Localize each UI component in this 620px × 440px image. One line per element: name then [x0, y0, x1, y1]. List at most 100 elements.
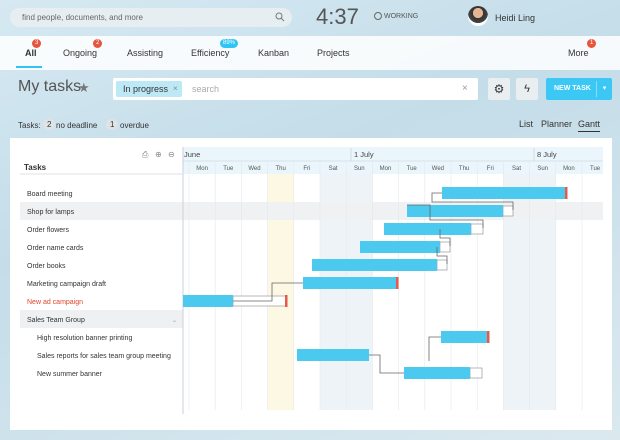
counter-label[interactable]: overdue — [120, 121, 149, 130]
task-bar[interactable] — [441, 331, 489, 343]
flash-button[interactable]: ϟ — [516, 78, 538, 100]
list-tool[interactable]: ⊕ — [155, 150, 162, 159]
day-label: Sat — [512, 166, 521, 172]
task-bar[interactable] — [404, 367, 470, 379]
tab[interactable]: Projects — [317, 48, 350, 58]
task-bar[interactable] — [360, 241, 440, 253]
day-label: Wed — [432, 166, 444, 172]
clock: 4:37 — [316, 4, 359, 29]
task-name[interactable]: High resolution banner printing — [37, 335, 132, 342]
dependency-link — [369, 354, 404, 374]
bar-remainder — [469, 367, 483, 379]
dependency-link — [436, 247, 448, 264]
month-label: June — [184, 150, 200, 159]
task-name[interactable]: Order books — [27, 263, 66, 270]
dependency-link — [431, 192, 514, 210]
page-title: My tasks — [18, 78, 82, 95]
selected-row — [20, 202, 603, 220]
deadline-marker — [565, 187, 568, 199]
group-row — [20, 310, 183, 328]
new-task-dropdown[interactable]: ▾ — [596, 81, 612, 97]
bar-remainder — [470, 223, 484, 235]
tab[interactable]: Efficiency — [191, 48, 230, 58]
task-bar[interactable] — [183, 295, 233, 307]
bar-remainder — [439, 241, 451, 253]
day-label: Fri — [487, 166, 494, 172]
dependency-link — [439, 229, 451, 246]
filter-clear[interactable]: × — [462, 83, 468, 94]
month-label: 8 July — [537, 150, 557, 159]
counter-label[interactable]: no deadline — [56, 121, 98, 130]
deadline-marker — [487, 331, 490, 343]
tab[interactable]: Kanban — [258, 48, 290, 58]
filter-chip[interactable]: In progress — [123, 84, 169, 94]
task-name[interactable]: Sales Team Group — [27, 317, 85, 324]
search-placeholder: find people, documents, and more — [22, 13, 143, 22]
deadline-marker — [285, 295, 288, 307]
tab-badge: 3 — [32, 39, 42, 48]
task-name[interactable]: Order name cards — [27, 245, 84, 252]
filter-search[interactable]: search — [192, 84, 220, 94]
filter-box[interactable] — [113, 78, 478, 100]
task-name[interactable]: New ad campaign — [27, 299, 83, 306]
task-name[interactable]: Order flowers — [27, 227, 70, 234]
task-name[interactable]: Shop for lamps — [27, 209, 75, 216]
group-toggle: ⌄ — [172, 318, 177, 324]
dependency-link — [428, 336, 441, 361]
new-task-label[interactable]: NEW TASK — [554, 85, 591, 92]
view-switch[interactable]: Gantt — [578, 119, 601, 132]
list-tool[interactable]: ⊖ — [168, 150, 175, 159]
task-bar[interactable] — [407, 205, 503, 217]
view-switch[interactable]: List — [519, 119, 534, 129]
view-switch[interactable]: Planner — [541, 119, 573, 129]
day-label: Tue — [223, 166, 234, 172]
task-bar[interactable] — [297, 349, 369, 361]
day-label: Thu — [459, 166, 469, 172]
day-label: Thu — [276, 166, 286, 172]
settings-button[interactable]: ⚙ — [488, 78, 510, 100]
task-bar[interactable] — [303, 277, 398, 289]
list-header: Tasks — [24, 163, 47, 172]
day-label: Sun — [354, 166, 365, 172]
task-bar[interactable] — [312, 259, 437, 271]
bar-remainder — [436, 259, 448, 271]
task-bar[interactable] — [442, 187, 567, 199]
task-name[interactable]: Sales reports for sales team group meeti… — [37, 353, 171, 360]
day-label: Sun — [537, 166, 548, 172]
list-tool[interactable]: ⎙ — [142, 150, 149, 159]
counter-count: 1 — [106, 119, 119, 130]
day-label: Tue — [590, 166, 601, 172]
day-label: Mon — [196, 166, 208, 172]
status[interactable]: WORKING — [384, 13, 419, 20]
counters-label: Tasks: — [18, 121, 41, 130]
tab-badge: 2 — [93, 39, 103, 48]
tab[interactable]: Assisting — [127, 48, 164, 58]
tabs-bar — [0, 36, 620, 70]
task-name[interactable]: New summer banner — [37, 371, 103, 378]
global-search[interactable] — [10, 8, 292, 27]
day-label: Wed — [248, 166, 260, 172]
day-label: Fri — [303, 166, 310, 172]
status-icon — [374, 12, 382, 20]
avatar[interactable] — [468, 6, 488, 26]
month-label: 1 July — [354, 150, 374, 159]
task-name[interactable]: Marketing campaign draft — [27, 281, 106, 288]
dependency-link — [407, 204, 484, 228]
day-label: Mon — [563, 166, 575, 172]
search-icon — [275, 12, 285, 22]
chip-close[interactable]: × — [173, 84, 178, 93]
day-label: Sat — [329, 166, 338, 172]
new-task-button[interactable] — [546, 78, 612, 100]
deadline-marker — [396, 277, 399, 289]
task-bar[interactable] — [384, 223, 471, 235]
tab[interactable]: All — [25, 48, 37, 58]
dependency-link — [233, 282, 303, 302]
tab[interactable]: Ongoing — [63, 48, 98, 58]
task-name[interactable]: Board meeting — [27, 191, 73, 198]
star[interactable]: ★ — [78, 80, 90, 95]
user-name[interactable]: Heidi Ling — [495, 13, 536, 23]
tab[interactable]: More — [568, 48, 589, 58]
filter-chip-bg — [116, 81, 182, 97]
